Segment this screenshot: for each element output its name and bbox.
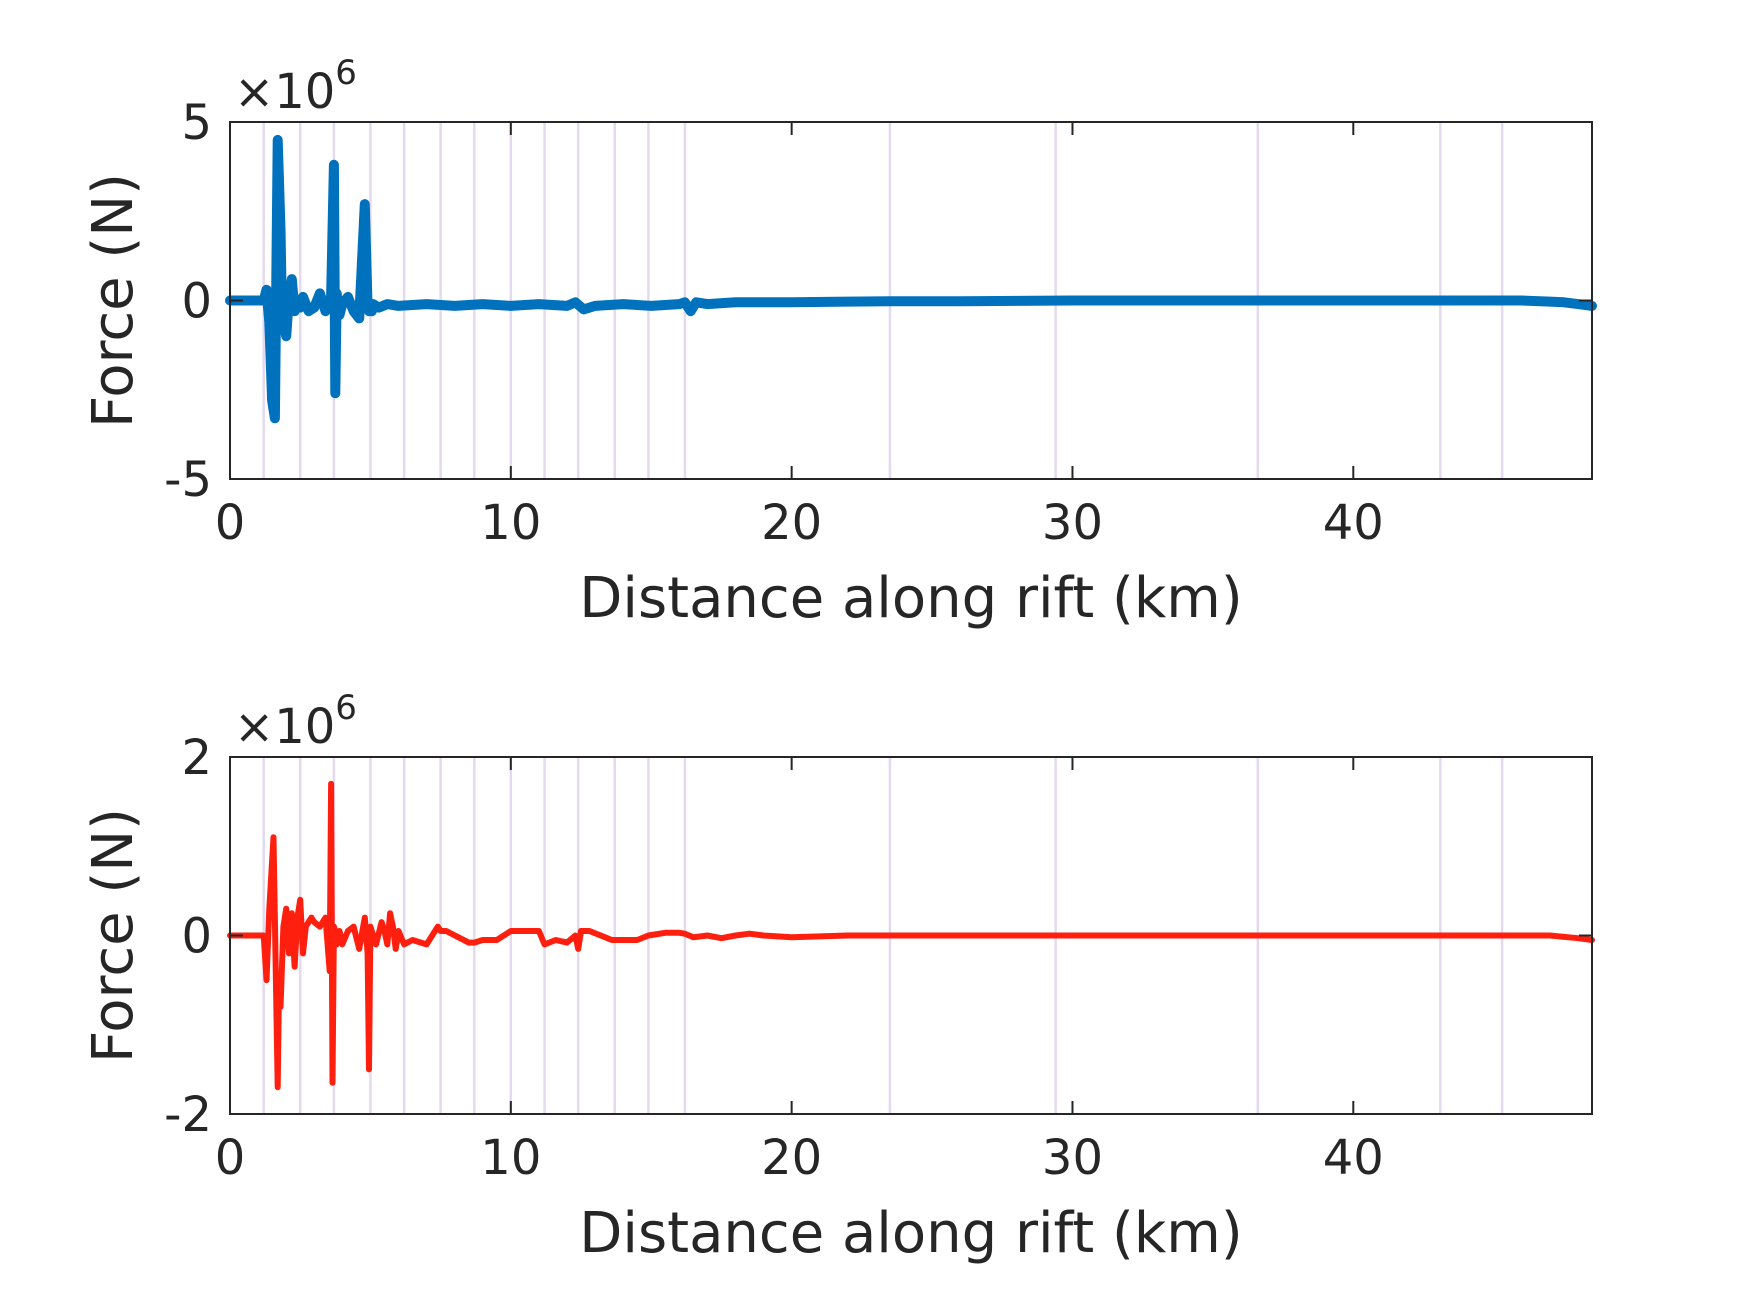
y-exponent-label: ×106 (234, 53, 357, 120)
series-line (227, 780, 1595, 1091)
y-tick-label: 2 (181, 730, 212, 786)
y-tick-label: 0 (181, 274, 212, 330)
x-tick-label: 0 (215, 495, 246, 551)
x-tick-label: 20 (761, 495, 822, 551)
x-tick-label: 40 (1323, 495, 1384, 551)
series-line (225, 134, 1597, 424)
y-tick-label: 5 (181, 95, 212, 151)
x-tick-label: 40 (1323, 1130, 1384, 1186)
x-axis-label: Distance along rift (km) (579, 566, 1242, 631)
y-exponent-power: 6 (335, 688, 357, 728)
x-tick-label: 20 (761, 1130, 822, 1186)
y-tick-label: -5 (164, 452, 212, 508)
x-axis-label: Distance along rift (km) (579, 1201, 1242, 1266)
y-exponent-base: ×10 (234, 699, 335, 755)
x-tick-label: 0 (215, 1130, 246, 1186)
y-axis-label: Force (N) (81, 808, 146, 1063)
y-tick-label: 0 (181, 909, 212, 965)
x-tick-label: 10 (480, 1130, 541, 1186)
y-axis-label: Force (N) (81, 173, 146, 428)
x-tick-label: 10 (480, 495, 541, 551)
x-tick-label: 30 (1042, 495, 1103, 551)
x-tick-label: 30 (1042, 1130, 1103, 1186)
y-tick-label: -2 (164, 1087, 212, 1143)
y-exponent-label: ×106 (234, 688, 357, 755)
y-exponent-power: 6 (335, 53, 357, 93)
y-exponent-base: ×10 (234, 64, 335, 120)
